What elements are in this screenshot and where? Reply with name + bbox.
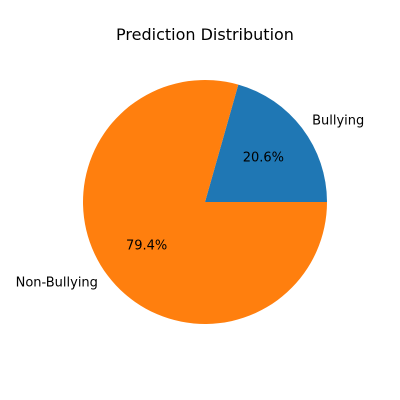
slice-label-non-bullying: Non-Bullying: [16, 275, 98, 290]
pie-slices: [82, 79, 327, 324]
slice-percent-non-bullying: 79.4%: [126, 239, 167, 254]
slice-label-bullying: Bullying: [312, 114, 364, 129]
chart-title: Prediction Distribution: [116, 25, 294, 44]
pie-slice-non-bullying: [82, 79, 327, 324]
pie-slice-bullying: [205, 84, 327, 202]
pie-labels: Bullying 20.6% Non-Bullying 79.4%: [16, 114, 365, 291]
slice-percent-bullying: 20.6%: [243, 150, 284, 165]
